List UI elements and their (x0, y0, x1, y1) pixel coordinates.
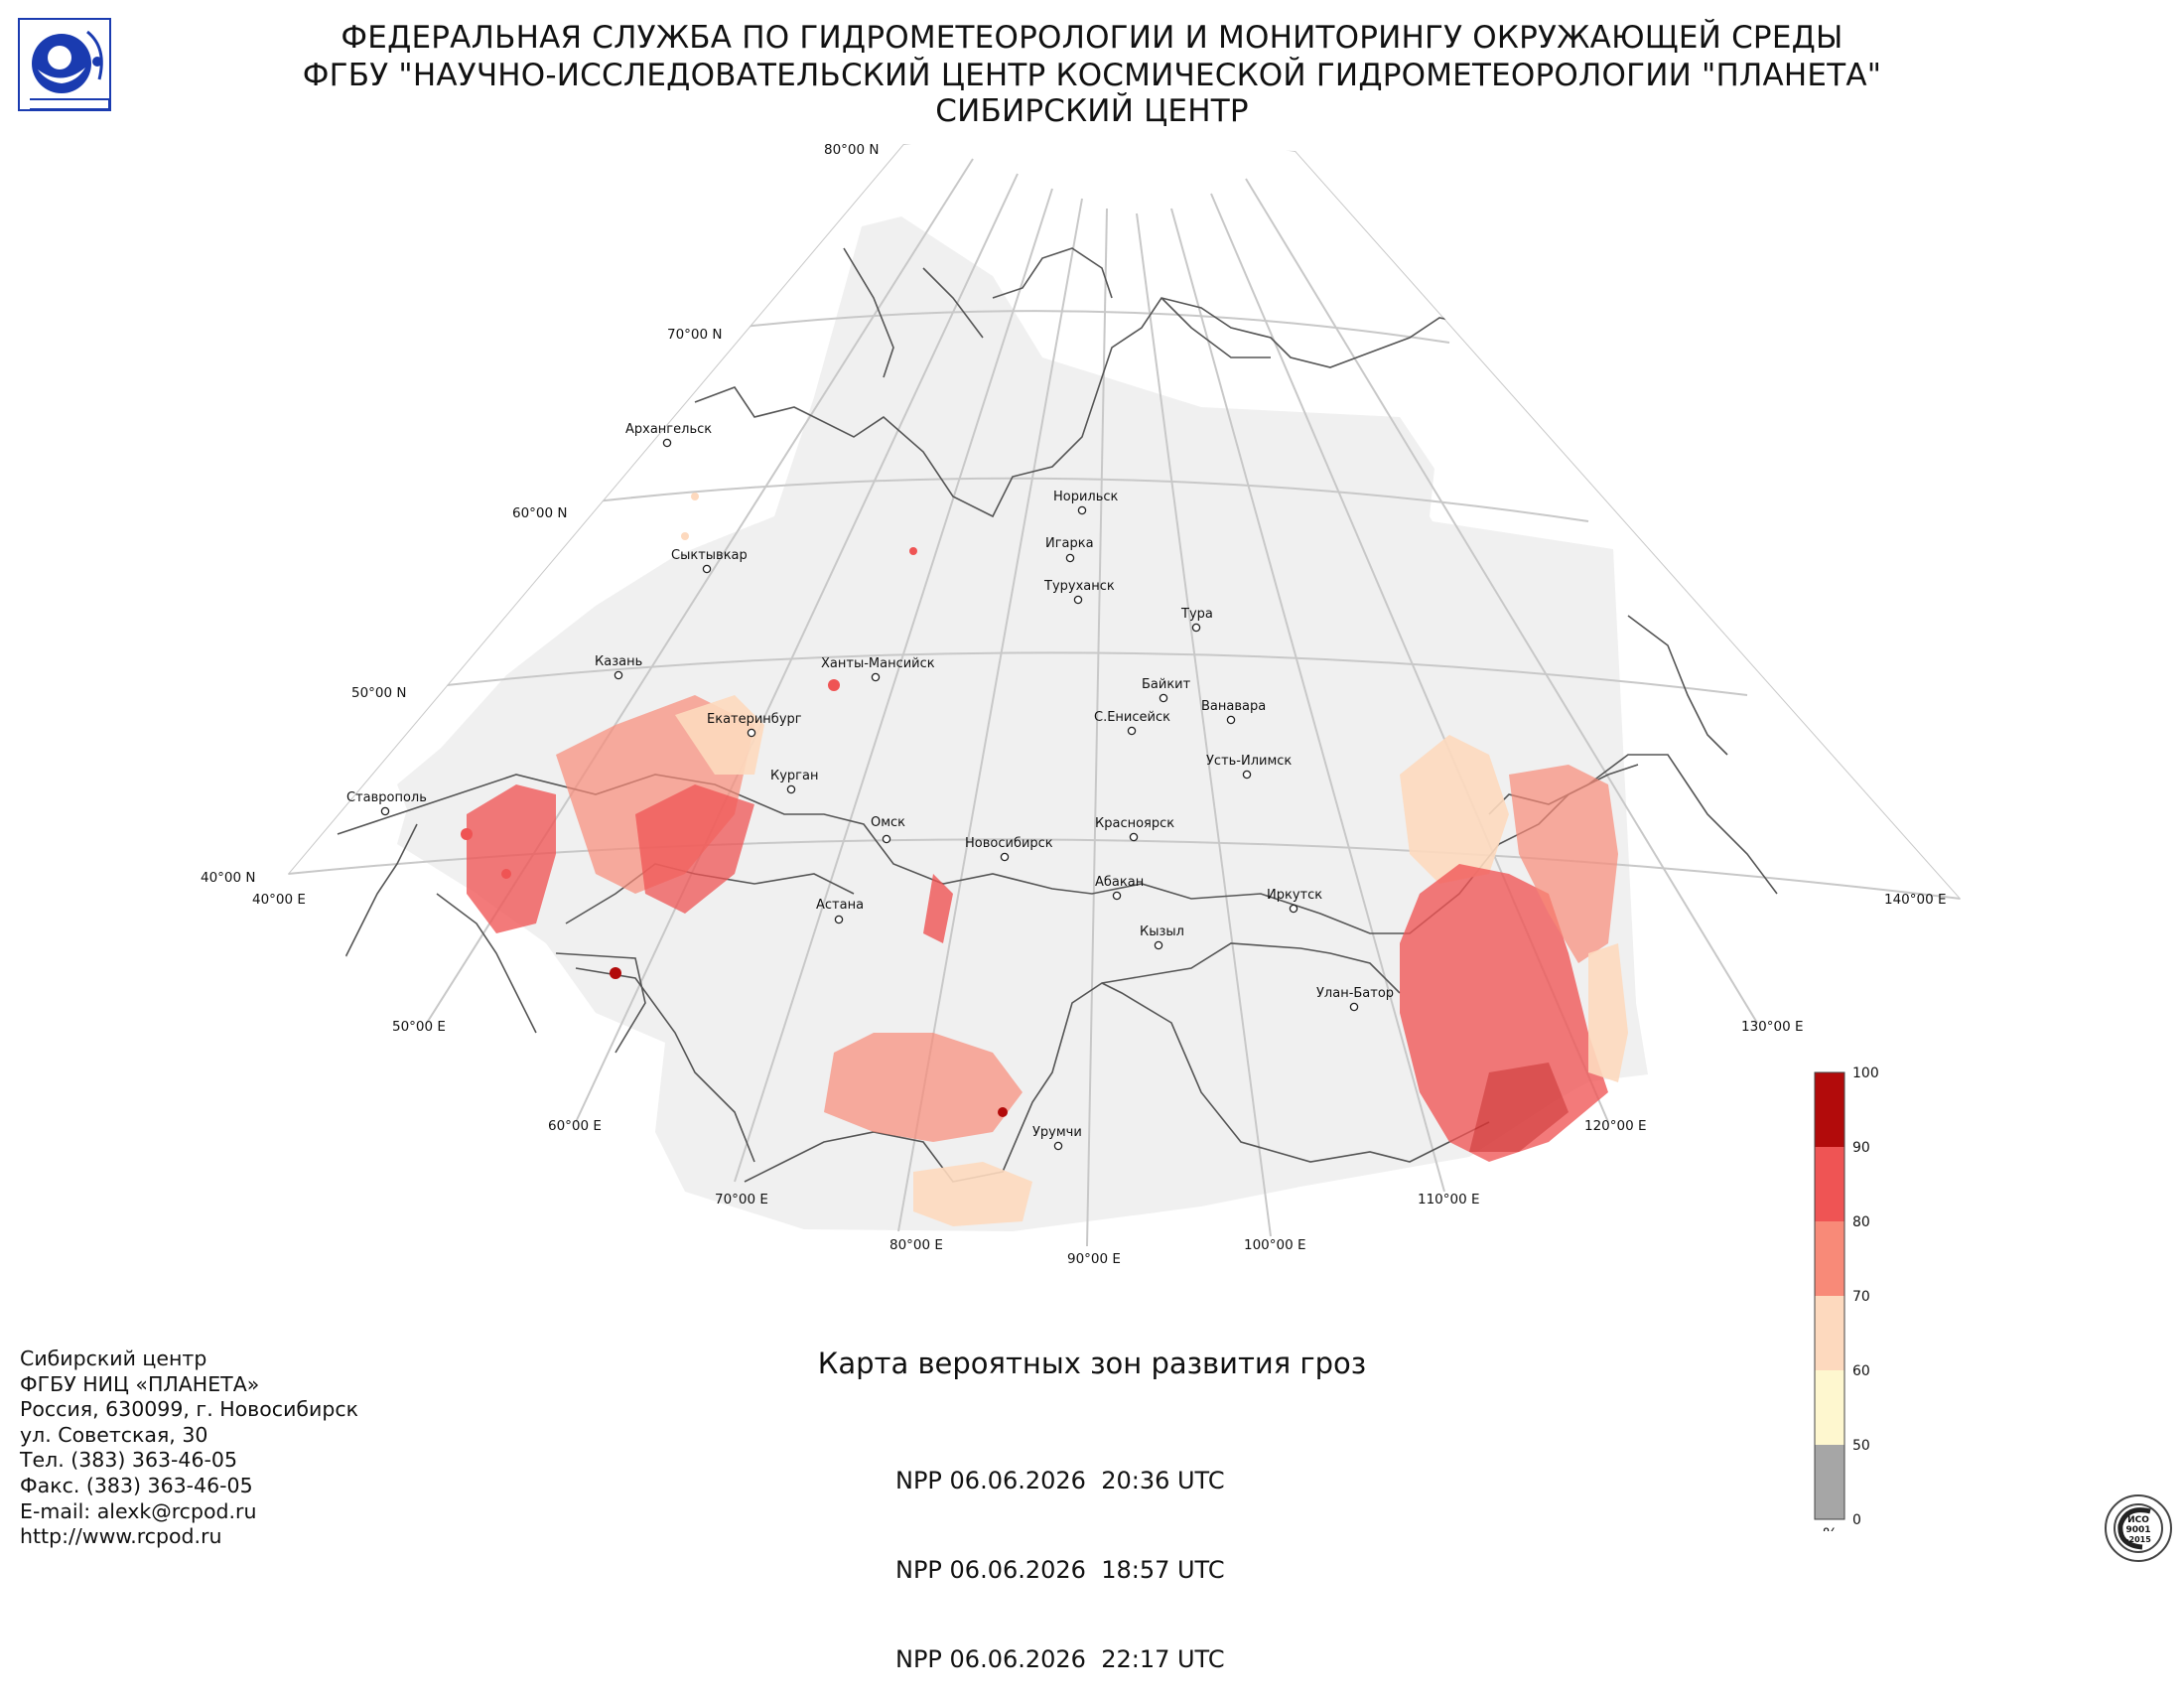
header-line-3: СИБИРСКИЙ ЦЕНТР (935, 93, 1249, 129)
lat-label-50: 50°00 N (351, 685, 407, 701)
legend-swatch-90-100 (1815, 1072, 1844, 1147)
lon-label-40: 40°00 E (252, 892, 306, 908)
legend-tick: 100 (1852, 1065, 1879, 1081)
pass-line: NPP 06.06.2026 18:57 UTC (895, 1556, 1225, 1584)
lat-label-60: 60°00 N (512, 505, 568, 521)
city-label: Туруханск (1043, 579, 1115, 594)
city-label: Урумчи (1032, 1125, 1082, 1140)
thunderstorm-map: 80°00 N 70°00 N 60°00 N 50°00 N 40°00 N … (201, 142, 1961, 1267)
city-label: Ставрополь (346, 790, 427, 805)
legend-swatch-50-60 (1815, 1370, 1844, 1445)
city-label: Улан-Батор (1316, 986, 1394, 1001)
city-label: Игарка (1045, 536, 1094, 551)
city-label: Абакан (1095, 875, 1144, 890)
graticule-labels: 80°00 N 70°00 N 60°00 N 50°00 N 40°00 N … (201, 142, 1947, 1267)
lon-label-110: 110°00 E (1418, 1192, 1480, 1207)
contact-info: Сибирский центр ФГБУ НИЦ «ПЛАНЕТА» Росси… (20, 1347, 358, 1550)
satellite-passes: NPP 06.06.2026 20:36 UTC NPP 06.06.2026 … (895, 1406, 1225, 1704)
contact-line: Сибирский центр (20, 1347, 207, 1370)
lon-label-100: 100°00 E (1244, 1237, 1306, 1253)
header-line-2: ФГБУ "НАУЧНО-ИССЛЕДОВАТЕЛЬСКИЙ ЦЕНТР КОС… (302, 58, 1882, 93)
legend-swatch-80-90 (1815, 1147, 1844, 1221)
lon-label-90: 90°00 E (1067, 1251, 1121, 1267)
city-label: Омск (871, 815, 905, 830)
lon-label-130: 130°00 E (1741, 1019, 1804, 1035)
city-label: Новосибирск (965, 836, 1053, 851)
lat-label-40: 40°00 N (201, 870, 256, 886)
contact-line: Россия, 630099, г. Новосибирск (20, 1397, 359, 1422)
roshydromet-logo (18, 18, 111, 111)
lon-label-140: 140°00 E (1884, 892, 1947, 908)
seal-text: -2015 (2125, 1535, 2151, 1544)
city-label: С.Енисейск (1094, 710, 1170, 725)
legend-tick: 90 (1852, 1140, 1870, 1156)
legend-tick: 80 (1852, 1214, 1870, 1230)
pass-line: NPP 06.06.2026 22:17 UTC (895, 1645, 1225, 1673)
city-label: Тура (1180, 607, 1213, 622)
contact-line: Тел. (383) 363-46-05 (20, 1448, 238, 1473)
lon-label-80: 80°00 E (889, 1237, 943, 1253)
legend-swatch-60-70 (1815, 1296, 1844, 1370)
lon-label-70: 70°00 E (715, 1192, 768, 1207)
thunderstorm-zones (461, 493, 1628, 1226)
legend-tick: 60 (1852, 1363, 1870, 1379)
city-label: Усть-Илимск (1206, 754, 1292, 769)
lat-label-70: 70°00 N (667, 327, 723, 343)
city-label: Иркутск (1267, 888, 1322, 903)
legend-swatch-70-80 (1815, 1221, 1844, 1296)
legend-swatch-0-50 (1815, 1445, 1844, 1519)
contact-line: ФГБУ НИЦ «ПЛАНЕТА» (20, 1371, 260, 1396)
lat-label-80: 80°00 N (824, 142, 880, 158)
seal-text: 9001 (2125, 1525, 2150, 1535)
cities (380, 438, 1359, 1151)
city-label: Байкит (1142, 677, 1191, 692)
legend-tick: 50 (1852, 1438, 1870, 1454)
iso-certification-seal-icon: ИСО 9001 -2015 (2105, 1494, 2172, 1562)
product-title: Карта вероятных зон развития гроз (817, 1347, 1367, 1380)
city-label: Кызыл (1140, 924, 1184, 939)
header-line-1: ФЕДЕРАЛЬНАЯ СЛУЖБА ПО ГИДРОМЕТЕОРОЛОГИИ … (341, 20, 1843, 56)
probability-legend: 100 90 80 70 60 50 0 % (1814, 1065, 1879, 1531)
legend-tick: 0 (1852, 1512, 1861, 1528)
city-label: Казань (595, 654, 642, 669)
city-label: Ванавара (1201, 699, 1266, 714)
contact-line: Факс. (383) 363-46-05 (20, 1473, 253, 1497)
city-label: Ханты-Мансийск (821, 656, 935, 671)
legend-tick: 70 (1852, 1289, 1870, 1305)
city-label: Архангельск (625, 422, 712, 437)
lon-label-120: 120°00 E (1584, 1118, 1647, 1134)
city-labels: Архангельск Сыктывкар Казань Екатеринбур… (346, 422, 1394, 1140)
city-label: Астана (816, 898, 864, 913)
lon-label-50: 50°00 E (392, 1019, 446, 1035)
city-label: Екатеринбург (707, 712, 802, 727)
seal-text: ИСО (2127, 1515, 2149, 1525)
city-label: Красноярск (1095, 816, 1174, 831)
city-label: Норильск (1053, 490, 1119, 504)
contact-email: E-mail: alexk@rcpod.ru (20, 1498, 257, 1523)
lon-label-60: 60°00 E (548, 1118, 602, 1134)
city-label: Сыктывкар (671, 548, 748, 563)
contact-line: ул. Советская, 30 (20, 1422, 208, 1447)
city-label: Курган (770, 769, 818, 783)
contact-website: http://www.rcpod.ru (20, 1524, 222, 1549)
pass-line: NPP 06.06.2026 20:36 UTC (895, 1467, 1225, 1494)
legend-unit: % (1823, 1524, 1838, 1531)
